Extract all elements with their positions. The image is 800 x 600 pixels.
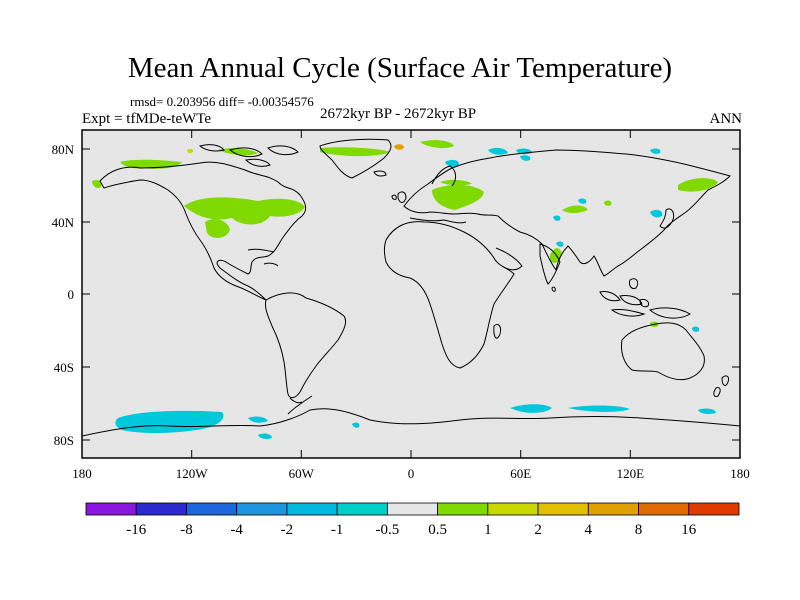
warm-anomaly-patches bbox=[92, 140, 718, 327]
colorbar-swatch bbox=[386, 502, 439, 516]
axis-ticks bbox=[81, 130, 741, 458]
cool-anomaly-patches bbox=[115, 147, 716, 439]
strong-warm-patches bbox=[187, 144, 404, 154]
colorbar-label: 1 bbox=[484, 522, 492, 538]
colorbar-swatch bbox=[537, 502, 589, 516]
period-label: 2672kyr BP - 2672kyr BP bbox=[320, 106, 477, 122]
lon-label: 180 bbox=[72, 466, 92, 481]
colorbar-label: -4 bbox=[230, 522, 243, 538]
antarctica-coastline bbox=[81, 408, 741, 437]
colorbar bbox=[85, 502, 740, 516]
lon-label: 120W bbox=[176, 466, 209, 481]
colorbar-swatch bbox=[286, 502, 338, 516]
stats-text: rmsd= 0.203956 diff= -0.00354576 bbox=[130, 94, 314, 109]
lon-label: 60W bbox=[289, 466, 315, 481]
colorbar-label: -2 bbox=[281, 522, 294, 538]
colorbar-label: -0.5 bbox=[376, 522, 400, 538]
greenland-coastline bbox=[319, 138, 392, 179]
colorbar-label: 4 bbox=[585, 522, 593, 538]
map-title: Mean Annual Cycle (Surface Air Temperatu… bbox=[127, 52, 673, 84]
colorbar-label: -8 bbox=[180, 522, 193, 538]
colorbar-swatch bbox=[638, 502, 690, 516]
colorbar-label: -16 bbox=[126, 522, 146, 538]
colorbar-labels: -16 -8 -4 -2 -1 -0.5 0.5 1 2 4 8 16 bbox=[126, 522, 697, 538]
lat-label: 40S bbox=[54, 360, 74, 375]
colorbar-label: 8 bbox=[635, 522, 643, 538]
lat-label: 40N bbox=[52, 215, 75, 230]
lat-label: 0 bbox=[68, 287, 75, 302]
colorbar-label: -1 bbox=[331, 522, 344, 538]
colorbar-swatch bbox=[688, 502, 740, 516]
longitude-labels: 180 120W 60W 0 60E 120E 180 bbox=[72, 466, 750, 481]
colorbar-label: 2 bbox=[534, 522, 542, 538]
colorbar-swatch bbox=[487, 502, 539, 516]
africa-coastline bbox=[384, 221, 515, 369]
season-label: ANN bbox=[709, 111, 743, 127]
lon-label: 180 bbox=[730, 466, 750, 481]
latitude-labels: 80N 40N 0 40S 80S bbox=[52, 142, 75, 448]
eurasia-coastline bbox=[403, 149, 731, 277]
lon-label: 120E bbox=[617, 466, 645, 481]
south-america-coastline bbox=[265, 292, 347, 399]
lon-label: 0 bbox=[408, 466, 415, 481]
experiment-label: Expt = tfMDe-teWTe bbox=[82, 111, 212, 127]
colorbar-swatch bbox=[186, 502, 238, 516]
colorbar-swatch bbox=[336, 502, 388, 516]
australia-coastline bbox=[621, 322, 705, 381]
lat-label: 80N bbox=[52, 142, 75, 157]
colorbar-swatch bbox=[85, 502, 137, 516]
coastlines bbox=[81, 138, 741, 437]
lat-label: 80S bbox=[54, 433, 74, 448]
colorbar-swatch bbox=[135, 502, 187, 516]
lon-label: 60E bbox=[510, 466, 531, 481]
colorbar-label: 16 bbox=[681, 522, 697, 538]
colorbar-swatch bbox=[437, 502, 489, 516]
colorbar-swatch bbox=[587, 502, 639, 516]
north-america-coastline bbox=[99, 161, 307, 301]
colorbar-swatch bbox=[236, 502, 288, 516]
map-plot-area bbox=[82, 130, 740, 458]
colorbar-label: 0.5 bbox=[428, 522, 447, 538]
